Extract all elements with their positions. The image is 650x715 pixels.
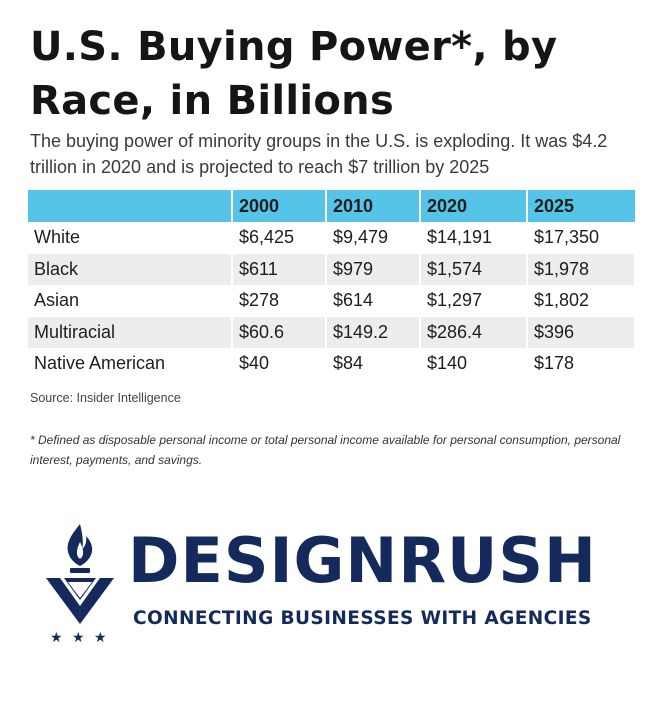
svg-text:★: ★ (72, 630, 85, 645)
table-row: Black $611 $979 $1,574 $1,978 (28, 253, 636, 285)
table-cell: $14,191 (420, 222, 528, 254)
header-cell: 2010 (326, 190, 421, 222)
table-cell: $286.4 (420, 316, 528, 348)
row-label: Black (28, 253, 233, 285)
row-label: Asian (28, 285, 233, 317)
table-cell: $40 (232, 348, 327, 380)
table-cell: $84 (326, 348, 421, 380)
header-cell: 2000 (232, 190, 327, 222)
table-row: White $6,425 $9,479 $14,191 $17,350 (28, 222, 636, 254)
footnote: * Defined as disposable personal income … (30, 433, 621, 467)
header-cell: 2025 (527, 190, 635, 222)
table-cell: $149.2 (326, 316, 421, 348)
title-line-1: U.S. Buying Power*, by (30, 24, 558, 70)
svg-text:★: ★ (94, 630, 107, 645)
row-label: White (28, 222, 233, 254)
table-cell: $60.6 (232, 316, 327, 348)
table-row: Multiracial $60.6 $149.2 $286.4 $396 (28, 316, 636, 348)
svg-text:★: ★ (50, 630, 63, 645)
table-cell: $178 (527, 348, 636, 380)
table-cell: $17,350 (527, 222, 636, 254)
table-cell: $1,297 (420, 285, 528, 317)
subtitle: The buying power of minority groups in t… (30, 131, 608, 177)
table-cell: $979 (326, 253, 421, 285)
table-cell: $611 (232, 253, 327, 285)
table-cell: $1,574 (420, 253, 528, 285)
header-cell: 2020 (420, 190, 528, 222)
table-cell: $140 (420, 348, 528, 380)
title-line-2: Race, in Billions (30, 78, 395, 124)
row-label: Multiracial (28, 316, 233, 348)
table-cell: $396 (527, 316, 636, 348)
header-cell (28, 190, 233, 222)
source-note: Source: Insider Intelligence (30, 391, 181, 405)
table-row: Native American $40 $84 $140 $178 (28, 348, 636, 380)
table-header-row: 2000 2010 2020 2025 (28, 190, 635, 222)
row-label: Native American (28, 348, 233, 380)
table-cell: $1,802 (527, 285, 636, 317)
brand-name: DESIGNRUSH (128, 524, 597, 597)
buying-power-table: 2000 2010 2020 2025 White $6,425 $9,479 … (28, 190, 636, 380)
table-cell: $278 (232, 285, 327, 317)
table-cell: $9,479 (326, 222, 421, 254)
table-cell: $6,425 (232, 222, 327, 254)
table-row: Asian $278 $614 $1,297 $1,802 (28, 285, 636, 317)
brand-tagline: CONNECTING BUSINESSES WITH AGENCIES (133, 608, 592, 629)
designrush-logo-icon: ★ ★ ★ (46, 524, 114, 645)
table-cell: $614 (326, 285, 421, 317)
table-cell: $1,978 (527, 253, 636, 285)
page-title: U.S. Buying Power*, by Race, in Billions (30, 20, 630, 128)
